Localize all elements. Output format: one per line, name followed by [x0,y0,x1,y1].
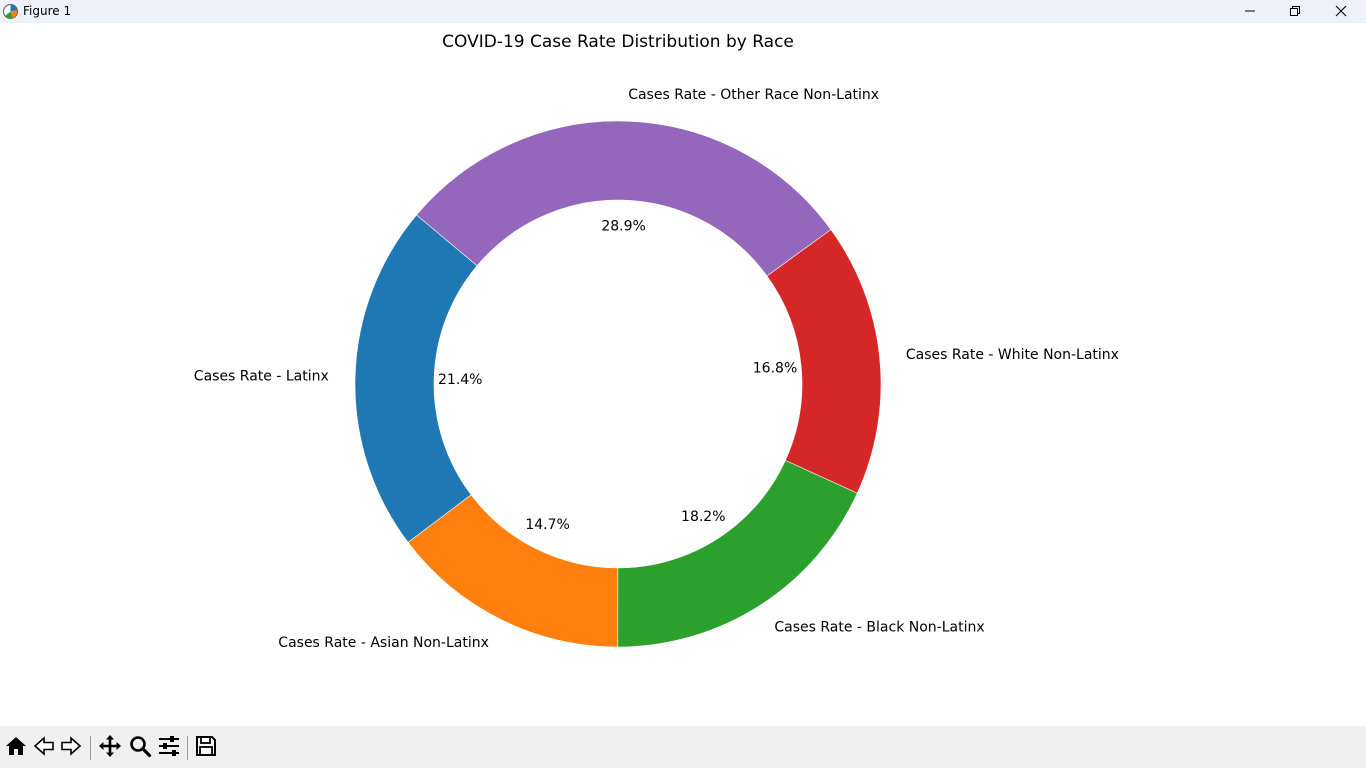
slice-label: Cases Rate - Black Non-Latinx [774,619,984,635]
maximize-button[interactable] [1272,0,1318,23]
back-button[interactable] [31,735,57,761]
save-button[interactable] [193,735,219,761]
forward-button[interactable] [58,735,84,761]
slice-label: Cases Rate - Other Race Non-Latinx [628,87,879,103]
window-titlebar: Figure 1 [0,0,1366,23]
slice-percent-label: 28.9% [601,218,645,234]
pan-icon [98,734,122,762]
slice-percent-label: 18.2% [681,509,725,525]
window-title: Figure 1 [23,4,72,18]
navigation-toolbar [0,726,1366,768]
back-icon [32,734,56,762]
close-icon [1335,2,1347,21]
donut-slice [416,120,832,277]
app-icon [2,3,19,20]
slice-percent-label: 21.4% [438,372,482,388]
save-icon [194,734,218,762]
configure-subplots-button[interactable] [156,735,182,761]
zoom-icon [128,734,152,762]
figure-canvas: COVID-19 Case Rate Distribution by Race … [0,23,1366,726]
donut-chart: COVID-19 Case Rate Distribution by Race … [194,32,1119,651]
forward-icon [59,734,83,762]
donut-slice [617,459,858,648]
slice-label: Cases Rate - Asian Non-Latinx [278,635,489,651]
home-button[interactable] [3,735,29,761]
maximize-icon [1289,2,1301,21]
slice-label: Cases Rate - Latinx [194,369,329,385]
toolbar-separator [187,736,188,760]
configure-subplots-icon [157,734,181,762]
minimize-button[interactable] [1227,0,1273,23]
zoom-button[interactable] [127,735,153,761]
home-icon [4,734,28,762]
slice-label: Cases Rate - White Non-Latinx [906,347,1119,363]
minimize-icon [1244,2,1256,21]
slice-percent-label: 16.8% [753,360,797,376]
pan-button[interactable] [97,735,123,761]
donut-slice [354,214,478,543]
close-button[interactable] [1318,0,1364,23]
chart-title: COVID-19 Case Rate Distribution by Race [442,32,794,52]
slice-percent-label: 14.7% [525,517,569,533]
toolbar-separator [90,736,91,760]
